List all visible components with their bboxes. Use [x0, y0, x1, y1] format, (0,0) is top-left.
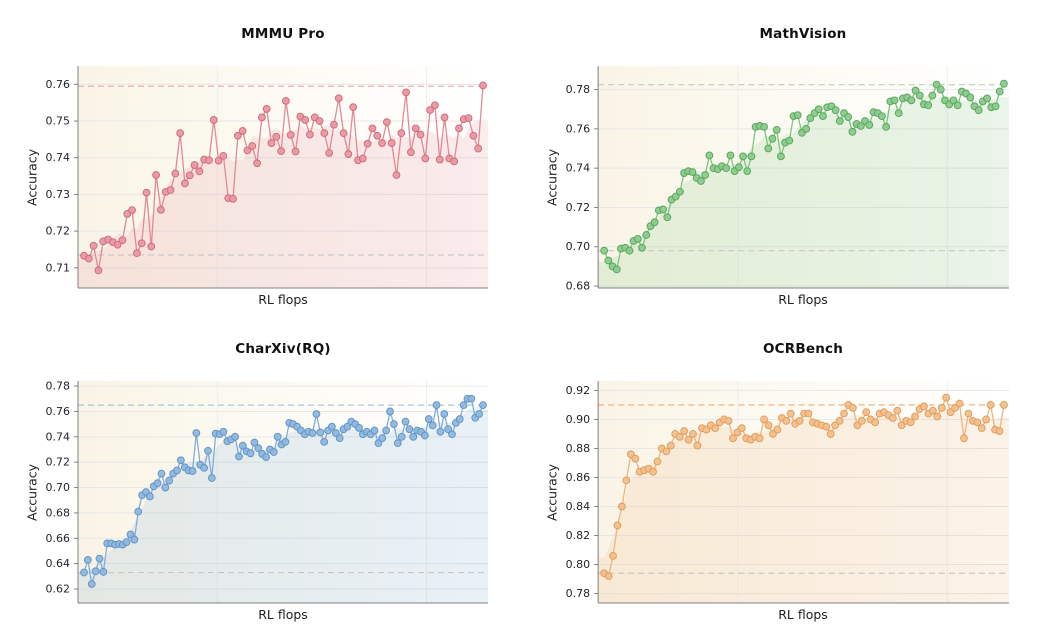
y-tick-labels: 0.71 0.72 0.73 0.74 0.75 0.76 — [46, 78, 78, 274]
svg-text:0.90: 0.90 — [566, 413, 591, 426]
chart-ocrbench: 0.78 0.80 0.82 0.84 0.86 0.88 0.90 0.92 OCRBenc… — [520, 315, 1041, 630]
svg-text:0.64: 0.64 — [46, 557, 71, 570]
svg-text:0.72: 0.72 — [566, 201, 591, 214]
svg-text:0.86: 0.86 — [566, 471, 591, 484]
chart-title-mathvision: MathVision — [759, 26, 847, 42]
svg-text:0.74: 0.74 — [46, 430, 71, 443]
y-tick-labels: 0.68 0.70 0.72 0.74 0.76 0.78 — [566, 83, 599, 293]
y-axis-label: Accuracy — [24, 463, 40, 521]
chart-title-mmmu-pro: MMMU Pro — [241, 26, 325, 42]
svg-text:0.72: 0.72 — [46, 456, 71, 469]
svg-text:0.76: 0.76 — [46, 405, 71, 418]
y-axis-label: Accuracy — [544, 463, 560, 521]
chart-title-charxiv-rq: CharXiv(RQ) — [235, 341, 331, 357]
y-tick-labels: 0.62 0.64 0.66 0.68 0.70 0.72 0.74 0.76 0.78 — [46, 380, 78, 596]
y-tick-labels: 0.78 0.80 0.82 0.84 0.86 0.88 0.90 0.92 — [566, 384, 599, 600]
svg-text:0.75: 0.75 — [46, 115, 71, 128]
plot-area-charxiv-rq: 0.62 0.64 0.66 0.68 0.70 0.72 0.74 0.76 0.78 — [46, 380, 488, 604]
svg-text:0.70: 0.70 — [566, 240, 591, 253]
gridlines — [78, 381, 488, 603]
svg-text:0.78: 0.78 — [566, 83, 591, 96]
svg-text:0.76: 0.76 — [46, 78, 71, 91]
svg-text:0.92: 0.92 — [566, 384, 591, 397]
svg-text:0.62: 0.62 — [46, 583, 71, 596]
area-fill — [598, 95, 1009, 288]
chart-charxiv-rq: 0.62 0.64 0.66 0.68 0.70 0.72 0.74 0.76 0.78 Cha… — [0, 315, 520, 630]
svg-text:0.66: 0.66 — [46, 532, 71, 545]
y-axis-label: Accuracy — [24, 148, 40, 206]
x-axis-label: RL flops — [258, 607, 308, 622]
svg-text:0.74: 0.74 — [566, 162, 591, 175]
svg-text:0.74: 0.74 — [46, 151, 71, 164]
svg-text:0.71: 0.71 — [46, 261, 71, 274]
plot-area-mathvision: 0.68 0.70 0.72 0.74 0.76 0.78 — [566, 66, 1009, 293]
x-axis-label: RL flops — [778, 607, 828, 622]
svg-text:0.68: 0.68 — [46, 506, 71, 519]
plot-area-mmmu-pro: 0.71 0.72 0.73 0.74 0.75 0.76 — [46, 66, 488, 289]
svg-text:0.70: 0.70 — [46, 481, 71, 494]
series-markers — [600, 79, 1008, 274]
chart-mmmu-pro: 0.71 0.72 0.73 0.74 0.75 0.76 MMMU Pro Accura… — [0, 0, 520, 315]
svg-text:0.78: 0.78 — [46, 380, 71, 393]
area-fill — [78, 121, 488, 288]
gridlines — [598, 66, 1009, 288]
svg-text:0.84: 0.84 — [566, 500, 591, 513]
chart-title-ocrbench: OCRBench — [762, 341, 844, 357]
svg-text:0.82: 0.82 — [566, 529, 591, 542]
svg-text:0.88: 0.88 — [566, 442, 591, 455]
x-axis-label: RL flops — [778, 292, 828, 307]
svg-text:0.68: 0.68 — [566, 280, 591, 293]
svg-text:0.80: 0.80 — [566, 558, 591, 571]
plot-area-ocrbench: 0.78 0.80 0.82 0.84 0.86 0.88 0.90 0.92 — [566, 381, 1009, 604]
series-markers — [600, 393, 1008, 581]
series-markers — [80, 394, 487, 588]
area-fill — [598, 408, 1009, 603]
svg-text:0.76: 0.76 — [566, 122, 591, 135]
svg-text:0.72: 0.72 — [46, 225, 71, 238]
x-axis-label: RL flops — [258, 292, 308, 307]
chart-mathvision: 0.68 0.70 0.72 0.74 0.76 0.78 MathVision Accu… — [520, 0, 1041, 315]
y-axis-label: Accuracy — [544, 148, 560, 206]
svg-text:0.73: 0.73 — [46, 188, 71, 201]
series-markers — [80, 81, 487, 275]
area-fill — [78, 406, 488, 603]
svg-text:0.78: 0.78 — [566, 587, 591, 600]
